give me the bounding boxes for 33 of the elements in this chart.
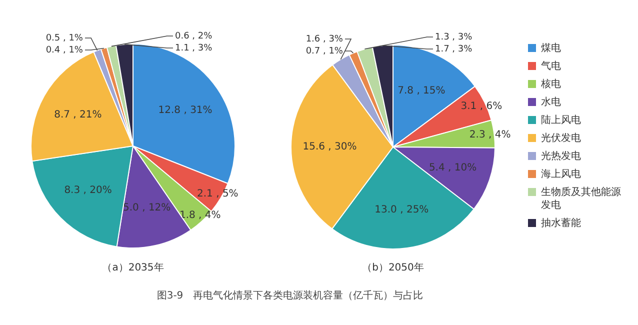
data-label: 5.0 , 12% — [123, 202, 171, 214]
data-label: 2.1 , 5% — [197, 188, 238, 200]
legend-label: 光伏发电 — [541, 132, 581, 145]
data-label: 5.4 , 10% — [428, 162, 477, 174]
data-label: 1.6 , 3% — [306, 34, 344, 44]
legend-label: 气电 — [541, 60, 561, 73]
data-label: 1.1 , 3% — [175, 43, 213, 54]
data-label: 0.7 , 1% — [306, 46, 344, 56]
text: （a）2035年 — [102, 262, 164, 274]
legend-label: 核电 — [541, 78, 561, 91]
data-label: 7.8 , 15% — [398, 85, 446, 96]
data-label: 0.4 , 1% — [46, 45, 84, 56]
data-label: 0.6 , 2% — [175, 31, 213, 42]
text: （b）2050年 — [362, 262, 424, 274]
caption: 图3-9 再电气化情景下各类电源装机容量（亿千瓦）与占比 — [156, 290, 424, 302]
data-label: 12.8 , 31% — [158, 105, 212, 116]
data-label: 2.3 , 4% — [469, 130, 511, 141]
legend-label: 抽水蓄能 — [541, 217, 581, 230]
data-label: 8.7 , 21% — [54, 110, 102, 121]
legend-label: 煤电 — [541, 42, 561, 55]
data-label: 15.6 , 30% — [302, 142, 357, 153]
legend-label: 水电 — [541, 96, 561, 109]
data-label: 0.5 , 1% — [46, 33, 84, 44]
data-label: 1.7 , 3% — [435, 44, 473, 54]
data-label: 1.8 , 4% — [179, 210, 221, 222]
data-label: 3.1 , 6% — [460, 100, 502, 112]
legend-label: 陆上风电 — [541, 114, 581, 127]
legend-label: 海上风电 — [541, 168, 581, 181]
legend-label: 光热发电 — [541, 150, 581, 163]
legend-label: 生物质及其他能源发电 — [541, 186, 622, 212]
data-label: 13.0 , 25% — [374, 204, 429, 216]
data-label: 1.3 , 3% — [435, 32, 473, 42]
data-label: 8.3 , 20% — [64, 185, 112, 196]
